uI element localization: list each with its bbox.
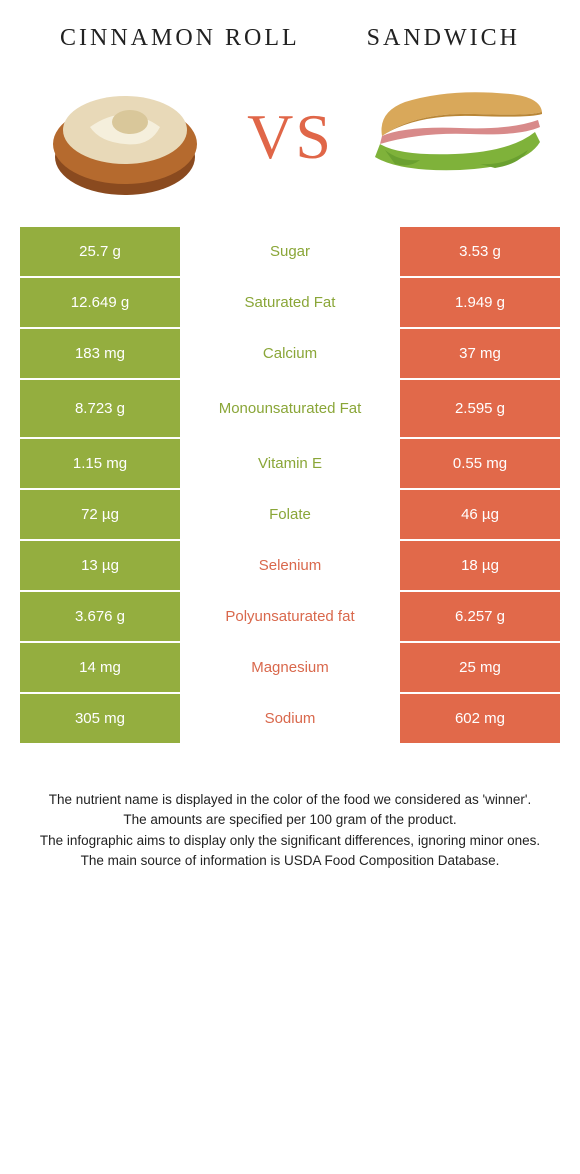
- value-left: 72 µg: [20, 490, 180, 539]
- value-left: 13 µg: [20, 541, 180, 590]
- nutrient-label: Sugar: [180, 227, 400, 276]
- value-left: 3.676 g: [20, 592, 180, 641]
- nutrient-table: 25.7 gSugar3.53 g12.649 gSaturated Fat1.…: [20, 227, 560, 745]
- table-row: 25.7 gSugar3.53 g: [20, 227, 560, 278]
- nutrient-label: Calcium: [180, 329, 400, 378]
- value-right: 2.595 g: [400, 380, 560, 437]
- footnote-line: The main source of information is USDA F…: [20, 851, 560, 871]
- value-left: 12.649 g: [20, 278, 180, 327]
- table-row: 3.676 gPolyunsaturated fat6.257 g: [20, 592, 560, 643]
- footnote-line: The amounts are specified per 100 gram o…: [20, 810, 560, 830]
- value-right: 6.257 g: [400, 592, 560, 641]
- nutrient-label: Monounsaturated Fat: [180, 380, 400, 437]
- value-right: 46 µg: [400, 490, 560, 539]
- table-row: 13 µgSelenium18 µg: [20, 541, 560, 592]
- value-right: 25 mg: [400, 643, 560, 692]
- value-right: 3.53 g: [400, 227, 560, 276]
- nutrient-label: Saturated Fat: [180, 278, 400, 327]
- table-row: 183 mgCalcium37 mg: [20, 329, 560, 380]
- value-right: 1.949 g: [400, 278, 560, 327]
- nutrient-label: Folate: [180, 490, 400, 539]
- value-right: 602 mg: [400, 694, 560, 743]
- sandwich-icon: [360, 72, 550, 202]
- value-left: 8.723 g: [20, 380, 180, 437]
- footnote-line: The nutrient name is displayed in the co…: [20, 790, 560, 810]
- food-left-title: Cinnamon Roll: [60, 25, 300, 52]
- nutrient-label: Vitamin E: [180, 439, 400, 488]
- table-row: 14 mgMagnesium25 mg: [20, 643, 560, 694]
- table-row: 12.649 gSaturated Fat1.949 g: [20, 278, 560, 329]
- value-left: 14 mg: [20, 643, 180, 692]
- footnotes: The nutrient name is displayed in the co…: [20, 790, 560, 871]
- value-right: 0.55 mg: [400, 439, 560, 488]
- vs-label: VS: [247, 100, 333, 174]
- table-row: 8.723 gMonounsaturated Fat2.595 g: [20, 380, 560, 439]
- header: Cinnamon Roll Sandwich: [0, 0, 580, 62]
- value-left: 183 mg: [20, 329, 180, 378]
- value-left: 305 mg: [20, 694, 180, 743]
- footnote-line: The infographic aims to display only the…: [20, 831, 560, 851]
- value-left: 1.15 mg: [20, 439, 180, 488]
- food-right-title: Sandwich: [367, 25, 520, 52]
- nutrient-label: Magnesium: [180, 643, 400, 692]
- value-left: 25.7 g: [20, 227, 180, 276]
- nutrient-label: Polyunsaturated fat: [180, 592, 400, 641]
- nutrient-label: Sodium: [180, 694, 400, 743]
- value-right: 18 µg: [400, 541, 560, 590]
- hero: VS: [0, 62, 580, 227]
- table-row: 305 mgSodium602 mg: [20, 694, 560, 745]
- table-row: 72 µgFolate46 µg: [20, 490, 560, 541]
- table-row: 1.15 mgVitamin E0.55 mg: [20, 439, 560, 490]
- value-right: 37 mg: [400, 329, 560, 378]
- nutrient-label: Selenium: [180, 541, 400, 590]
- cinnamon-roll-icon: [30, 72, 220, 202]
